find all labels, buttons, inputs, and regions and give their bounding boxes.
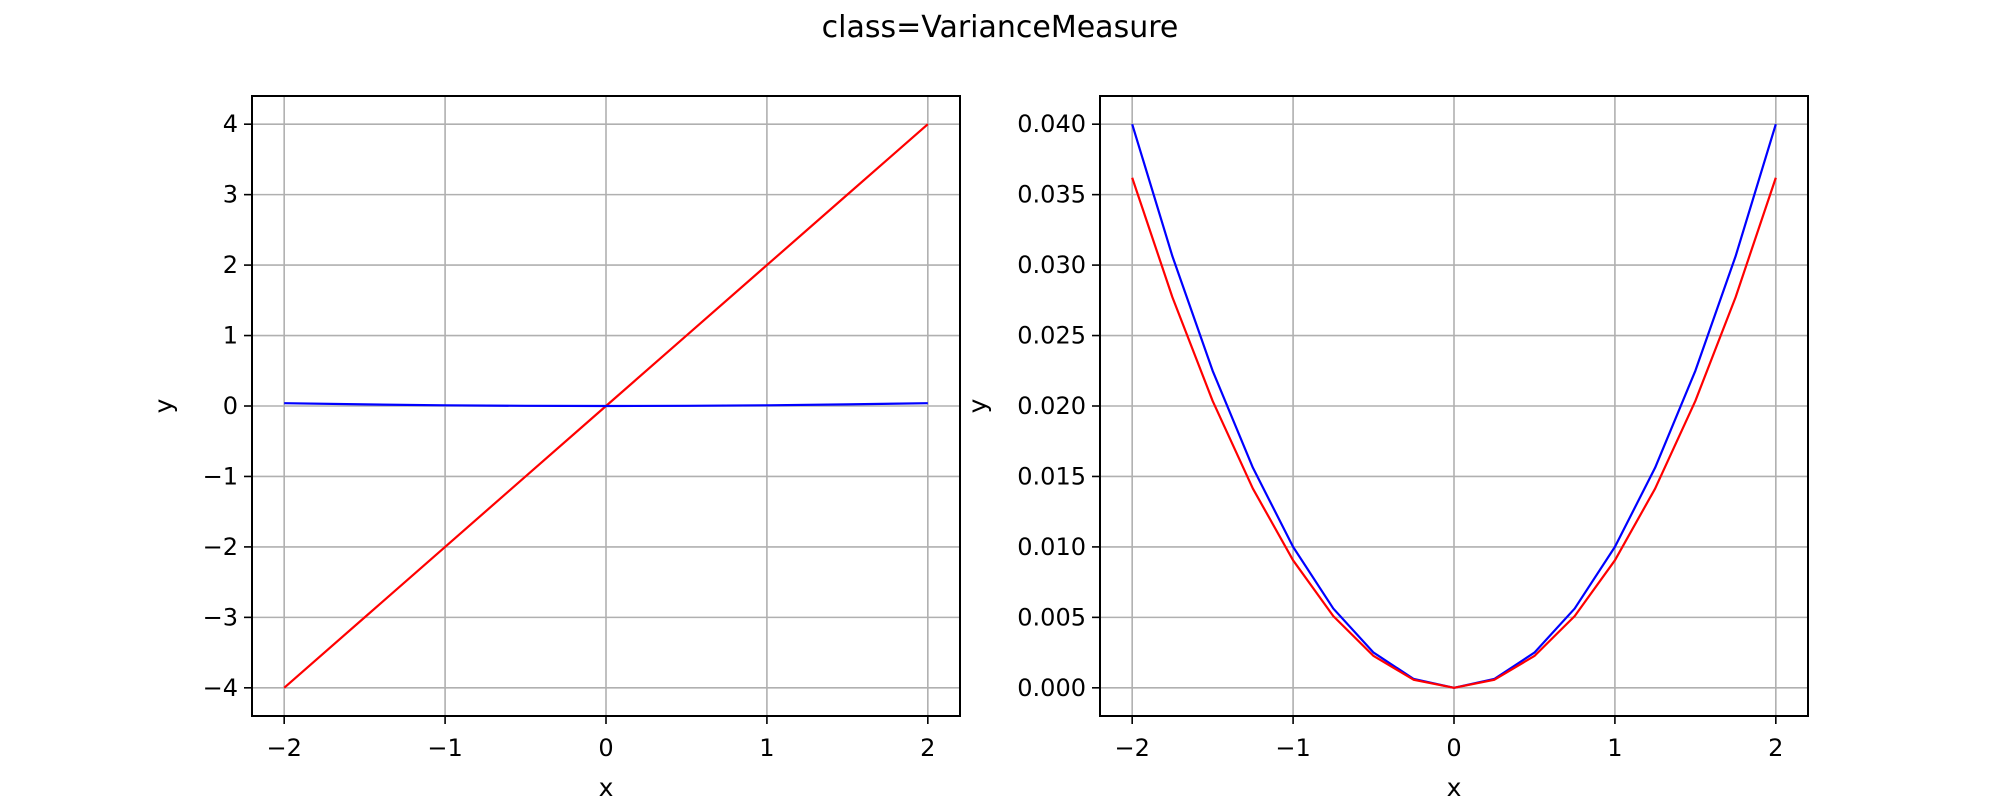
y-tick-label: −1 (203, 462, 238, 490)
left-subplot: −2 −1 0 1 2 −4 −3 −2 −1 0 1 2 3 4 x y (149, 95, 961, 800)
plot-frame (251, 95, 961, 717)
y-tick-label: 0.020 (1017, 392, 1086, 420)
x-tick-label: −1 (427, 734, 462, 762)
y-tick-label: −3 (203, 603, 238, 631)
figure-title: class=VarianceMeasure (821, 10, 1179, 45)
y-tick-label: 0.005 (1017, 603, 1086, 631)
x-tick-label: 1 (1607, 734, 1622, 762)
right-subplot: −2 −1 0 1 2 0.000 0.005 0.010 0.015 0.020 0.025 0.0… (963, 95, 1809, 800)
x-tick-label: −1 (1275, 734, 1310, 762)
y-tick-label: −4 (203, 674, 238, 702)
x-tick-label: −2 (1114, 734, 1149, 762)
x-tick-label: 1 (759, 734, 774, 762)
y-tick-label: 0.015 (1017, 462, 1086, 490)
series-line-blue (284, 402, 928, 408)
y-tick-label: 1 (223, 322, 238, 350)
y-tick-label: 0.030 (1017, 251, 1086, 279)
y-tick-label: 0.035 (1017, 181, 1086, 209)
plot-frame (1099, 95, 1809, 717)
y-tick-label: 0.040 (1017, 110, 1086, 138)
y-tick-label: 2 (223, 251, 238, 279)
y-tick-label: 0.025 (1017, 322, 1086, 350)
y-tick-label: −2 (203, 533, 238, 561)
y-tick-label: 4 (223, 110, 238, 138)
x-tick-label: 0 (598, 734, 613, 762)
y-tick-label: 0 (223, 392, 238, 420)
y-axis-label: y (149, 398, 178, 413)
y-tick-label: 3 (223, 181, 238, 209)
x-tick-label: −2 (266, 734, 301, 762)
x-tick-label: 2 (920, 734, 935, 762)
y-tick-label: 0.010 (1017, 533, 1086, 561)
x-axis-label: x (599, 773, 614, 800)
y-axis-label: y (963, 398, 992, 413)
y-tick-label: 0.000 (1017, 674, 1086, 702)
x-axis-label: x (1447, 773, 1462, 800)
x-tick-label: 0 (1446, 734, 1461, 762)
x-tick-label: 2 (1768, 734, 1783, 762)
series-line-red (1131, 177, 1777, 689)
